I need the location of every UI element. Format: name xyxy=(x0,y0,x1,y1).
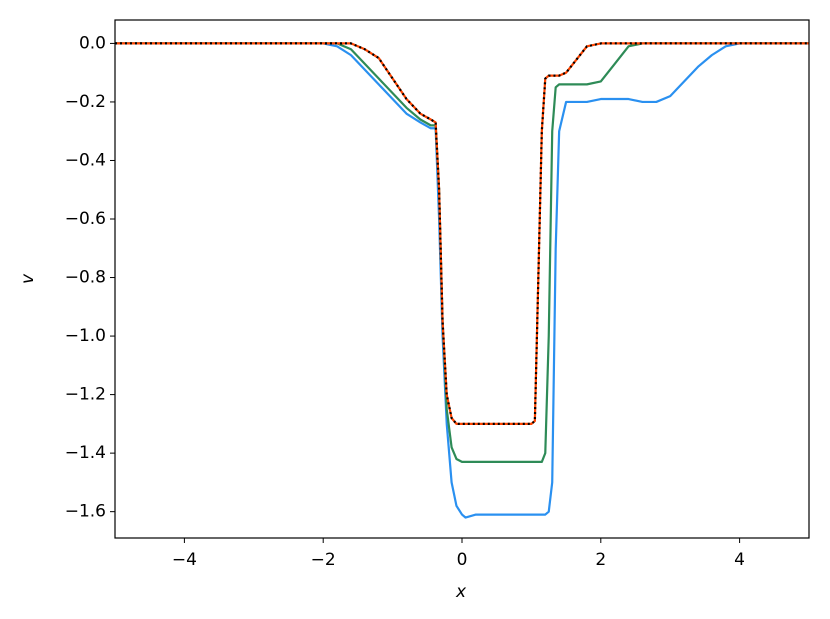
y-tick-label: −1.0 xyxy=(65,326,106,346)
y-axis-label: v xyxy=(18,273,38,284)
data-line xyxy=(115,42,809,464)
y-tick-label: −0.2 xyxy=(65,92,106,112)
x-tick-label: 4 xyxy=(734,550,745,570)
x-axis-label: x xyxy=(455,582,467,602)
data-line xyxy=(115,42,809,519)
x-tick-label: −2 xyxy=(311,550,336,570)
y-tick-label: −0.8 xyxy=(65,268,106,288)
x-tick-label: 2 xyxy=(595,550,606,570)
y-tick-label: −1.2 xyxy=(65,385,106,405)
data-line xyxy=(115,42,809,425)
y-tick-label: −0.4 xyxy=(65,150,106,170)
x-tick-label: 0 xyxy=(457,550,468,570)
data-line xyxy=(115,42,809,425)
x-tick-label: −4 xyxy=(172,550,197,570)
y-tick-label: −0.6 xyxy=(65,209,106,229)
y-tick-label: −1.4 xyxy=(65,443,106,463)
plot-frame xyxy=(114,19,810,539)
y-tick-label: −1.6 xyxy=(65,502,106,522)
y-tick-label: 0.0 xyxy=(79,33,106,53)
